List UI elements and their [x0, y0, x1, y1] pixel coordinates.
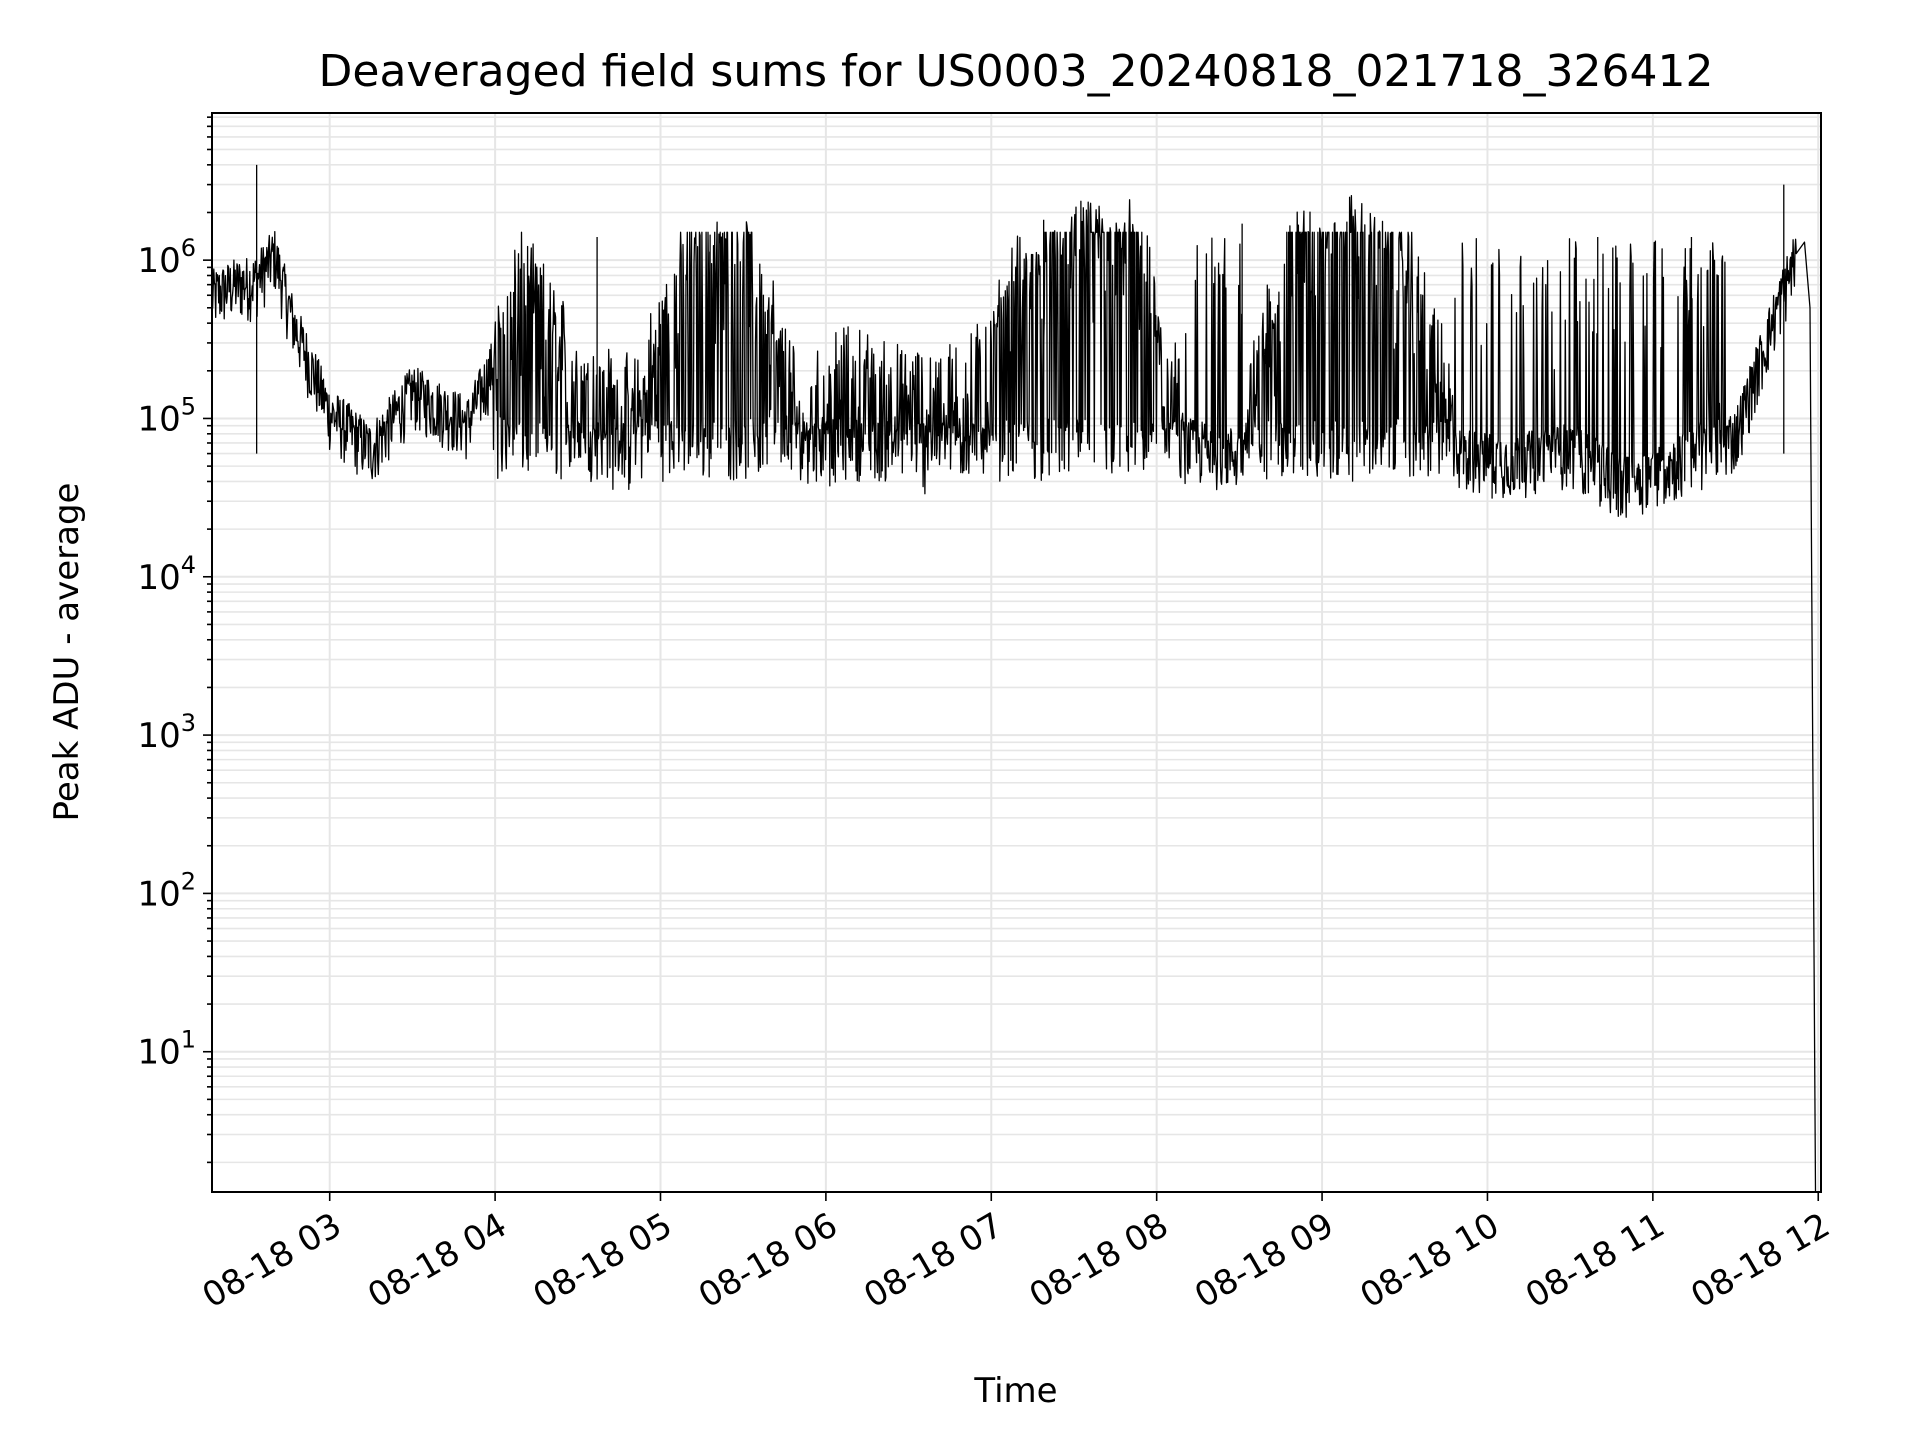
chart-title: Deaveraged field sums for US0003_2024081…: [319, 46, 1714, 97]
y-axis-label: Peak ADU - average: [47, 483, 87, 822]
x-tick-label: 08-18 05: [527, 1205, 679, 1316]
y-tick-label: 101: [137, 1026, 196, 1073]
y-tick-label: 105: [137, 392, 196, 439]
x-tick-label: 08-18 07: [857, 1205, 1009, 1316]
x-axis-label: Time: [973, 1371, 1057, 1411]
data-line: [211, 194, 1817, 1193]
y-axis: 101 102 103 104 105 106: [137, 116, 212, 1164]
y-tick-label: 106: [137, 234, 196, 281]
x-tick-label: 08-18 04: [361, 1205, 513, 1316]
x-tick-label: 08-18 10: [1354, 1205, 1506, 1316]
x-tick-label: 08-18 12: [1684, 1205, 1836, 1316]
x-tick-label: 08-18 11: [1519, 1205, 1671, 1316]
x-axis: 08-18 03 08-18 04 08-18 05 08-18 06 08-18 07…: [196, 1192, 1837, 1316]
y-tick-label: 104: [137, 551, 196, 598]
x-tick-label: 08-18 09: [1188, 1205, 1340, 1316]
x-tick-label: 08-18 08: [1023, 1205, 1175, 1316]
x-tick-label: 08-18 06: [692, 1205, 844, 1316]
grid-layer: [212, 113, 1821, 1192]
plot-frame: [211, 112, 1822, 1193]
data-line-layer: [211, 164, 1817, 1193]
y-tick-label: 102: [137, 867, 196, 914]
x-tick-label: 08-18 03: [196, 1205, 348, 1316]
y-tick-label: 103: [137, 709, 196, 756]
